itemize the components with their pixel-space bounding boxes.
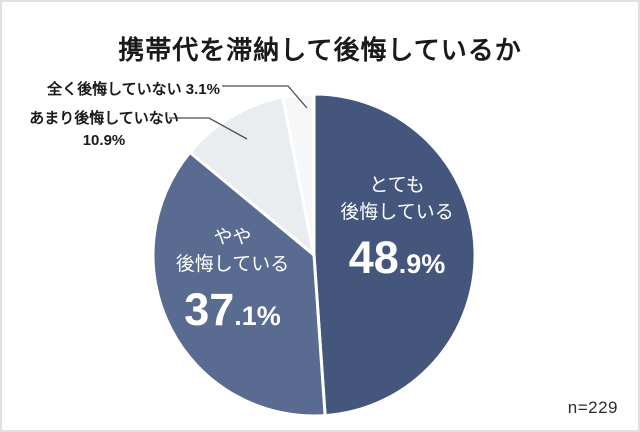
slice-label-text: やや <box>213 227 252 248</box>
callout-not-at-all: 全く後悔していない 3.1% <box>47 81 220 98</box>
slice-label-text: 後悔している <box>340 202 454 223</box>
slice-label-very-regret: とても 後悔している 48.9% <box>322 172 472 284</box>
leader-line-not-much <box>169 117 248 140</box>
callout-not-much-label: あまり後悔していない <box>29 110 179 127</box>
slice-percent-frac: .9% <box>398 249 446 279</box>
leader-line-not-at-all <box>222 85 308 109</box>
pie-slice <box>281 92 316 257</box>
slice-percent-int: 48 <box>348 232 399 283</box>
slice-percent-int: 37 <box>184 284 235 335</box>
pie-slice <box>312 92 477 418</box>
slice-label-somewhat-regret: やや 後悔している 37.1% <box>160 224 305 336</box>
sample-size-label: n=229 <box>567 398 618 417</box>
pie-slice <box>188 95 316 257</box>
slice-label-text: とても <box>369 175 425 196</box>
pie-slices <box>151 92 477 418</box>
slice-percent-frac: .1% <box>234 301 281 331</box>
callout-not-much: あまり後悔していない 10.9% <box>24 108 184 152</box>
chart-title: 携帯代を滞納して後悔しているか <box>118 35 522 65</box>
pie-slice <box>151 150 327 418</box>
slice-percent: 48.9% <box>322 232 472 284</box>
callout-not-much-percent: 10.9% <box>82 132 126 149</box>
slice-label-text: 後悔している <box>175 254 290 275</box>
slice-percent: 37.1% <box>160 284 305 336</box>
